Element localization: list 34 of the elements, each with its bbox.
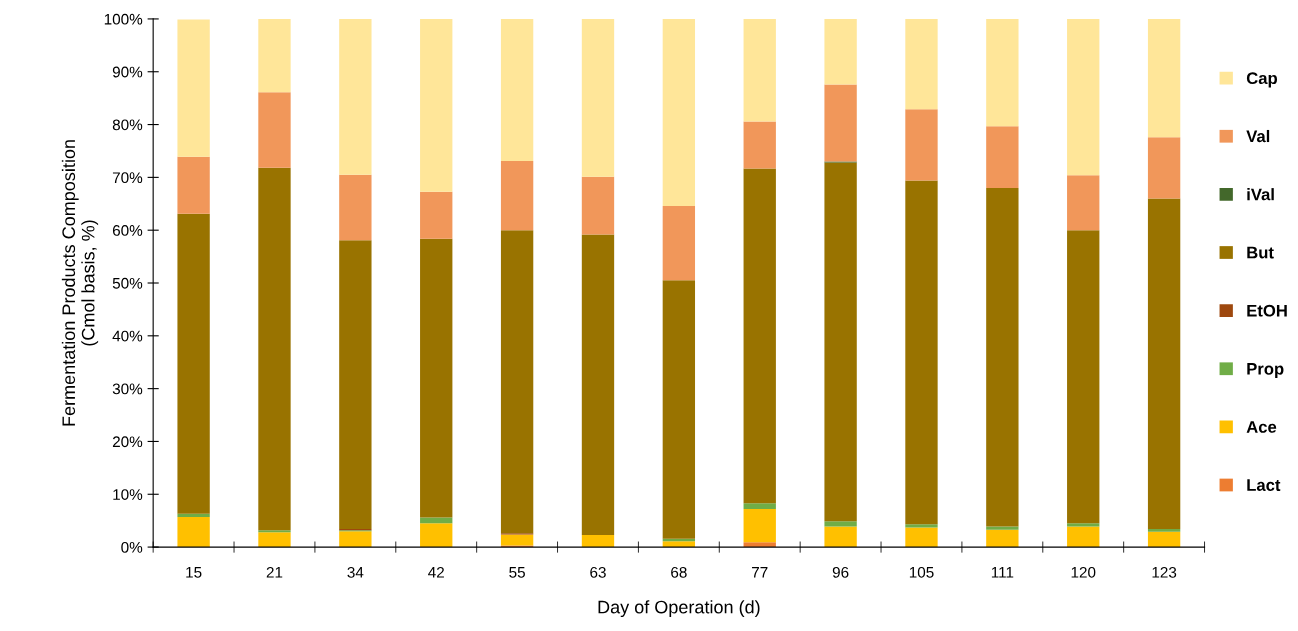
x-tick-label: 68 bbox=[671, 566, 687, 578]
legend-label: Ace bbox=[1246, 421, 1277, 433]
y-tick-label: 10% bbox=[113, 489, 143, 500]
x-axis-title: Day of Operation (d) bbox=[598, 600, 760, 618]
x-tick-label: 15 bbox=[186, 567, 202, 578]
y-tick-label: 0% bbox=[121, 541, 143, 553]
y-tick-label: 20% bbox=[112, 436, 143, 448]
x-tick-label: 21 bbox=[266, 566, 283, 578]
legend-label: EtOH bbox=[1247, 304, 1287, 317]
x-tick-label: 123 bbox=[1152, 566, 1177, 578]
y-tick-label: 100% bbox=[104, 13, 143, 25]
y-tick-label: 50% bbox=[112, 277, 143, 289]
x-tick-label: 77 bbox=[752, 567, 768, 578]
x-tick-label: 120 bbox=[1071, 566, 1096, 578]
y-tick-label: 60% bbox=[112, 225, 143, 236]
legend-label: Cap bbox=[1246, 72, 1278, 88]
y-tick-label: 70% bbox=[112, 172, 143, 184]
x-tick-label: 63 bbox=[590, 566, 606, 578]
x-tick-label: 42 bbox=[428, 566, 444, 578]
legend-label: But bbox=[1247, 246, 1274, 259]
y-tick-label: 80% bbox=[112, 119, 143, 131]
y-tick-label: 30% bbox=[112, 383, 143, 395]
x-tick-label: 34 bbox=[347, 566, 364, 578]
y-tick-label: 90% bbox=[112, 66, 143, 78]
x-tick-label: 105 bbox=[909, 566, 934, 578]
legend-label: Lact bbox=[1247, 479, 1281, 491]
y-axis-title: Fermentation Products Composition (Cmol basis, %) bbox=[61, 140, 99, 426]
legend-label: Prop bbox=[1247, 363, 1284, 378]
legend-label: Val bbox=[1246, 129, 1270, 143]
x-tick-label: 96 bbox=[832, 566, 849, 578]
x-tick-label: 111 bbox=[991, 567, 1014, 578]
y-tick-label: 40% bbox=[112, 330, 143, 342]
legend-label: iVal bbox=[1247, 188, 1274, 201]
x-tick-label: 55 bbox=[509, 567, 525, 578]
